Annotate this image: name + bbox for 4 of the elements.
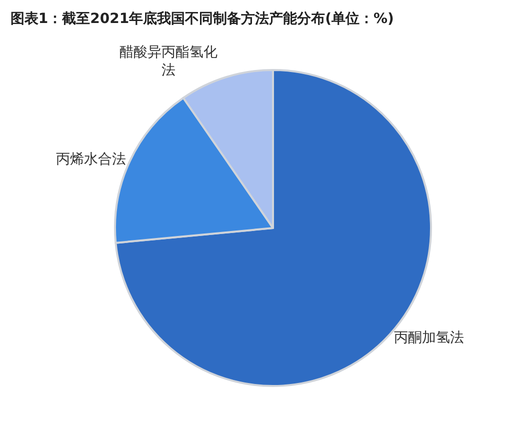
chart-title: 图表1：截至2021年底我国不同制备方法产能分布(单位：%) — [10, 10, 394, 28]
slice-label: 丙烯水合法 — [56, 152, 126, 168]
slice-label: 醋酸异丙酯氢化法 — [120, 44, 218, 79]
slice-label: 丙酮加氢法 — [394, 330, 464, 346]
